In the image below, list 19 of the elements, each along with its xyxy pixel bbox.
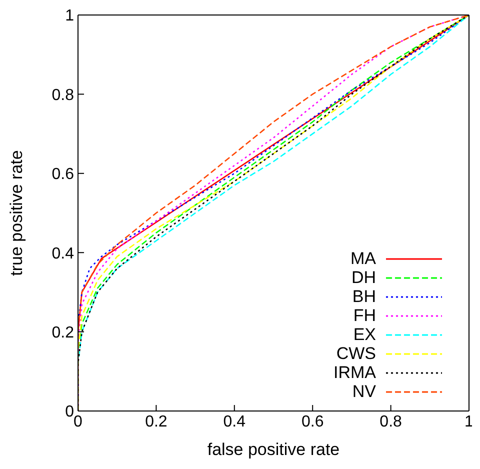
legend-label: MA [350,248,376,268]
x-tick-label: 0.8 [380,413,402,430]
legend-label: IRMA [334,362,376,382]
y-tick-label: 0.4 [52,245,74,262]
legend-label: FH [353,306,376,326]
y-tick-label: 0.8 [52,86,74,104]
y-tick-label: 0.6 [52,166,74,184]
x-axis-title: false positive rate [207,440,340,459]
y-tick-label: 0.2 [52,324,74,342]
y-axis-title: true positive rate [7,150,26,276]
legend-label: NV [352,382,376,402]
legend-label: EX [353,324,376,344]
legend-label: CWS [336,344,376,364]
legend-label: DH [351,268,376,288]
x-tick-label: 0.2 [145,413,168,430]
x-tick-label: 0.6 [301,413,324,430]
x-tick-label: 0.4 [223,413,246,430]
legend-label: BH [352,286,376,306]
y-tick-label: 1 [65,8,74,25]
